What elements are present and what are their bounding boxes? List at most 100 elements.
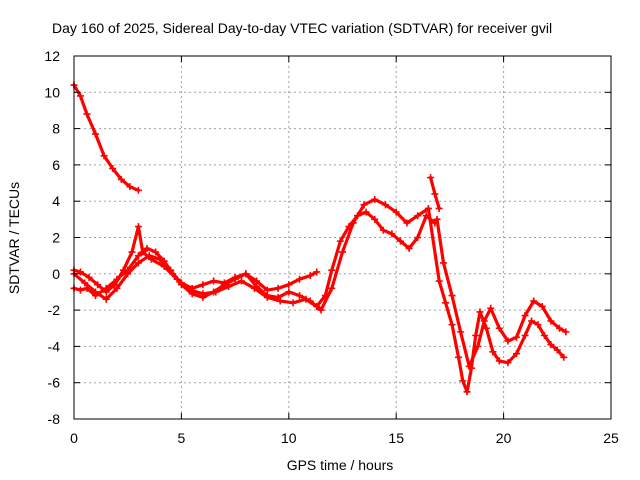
data-point bbox=[371, 195, 379, 203]
data-point bbox=[220, 281, 228, 289]
data-point bbox=[396, 237, 404, 245]
series-track-d bbox=[70, 195, 568, 396]
data-point bbox=[274, 293, 282, 301]
data-point bbox=[238, 277, 246, 285]
data-point bbox=[76, 92, 84, 100]
data-point bbox=[553, 346, 561, 354]
data-point bbox=[231, 275, 239, 283]
data-point bbox=[210, 288, 218, 296]
data-point bbox=[439, 259, 447, 267]
data-point bbox=[139, 248, 147, 256]
data-point bbox=[91, 130, 99, 138]
x-tick-label: 15 bbox=[388, 430, 404, 446]
y-tick-label: -6 bbox=[48, 375, 61, 391]
y-axis-label: SDTVAR / TECUs bbox=[6, 182, 22, 294]
data-point bbox=[199, 281, 207, 289]
data-point bbox=[457, 328, 465, 336]
chart-title: Day 160 of 2025, Sidereal Day-to-day VTE… bbox=[52, 20, 552, 36]
data-point bbox=[495, 357, 503, 365]
data-point bbox=[339, 248, 346, 256]
data-point bbox=[276, 297, 284, 305]
data-point bbox=[124, 270, 132, 278]
data-point bbox=[134, 186, 142, 194]
data-point bbox=[512, 333, 520, 341]
series-line bbox=[72, 83, 140, 192]
data-point bbox=[435, 277, 443, 285]
y-tick-label: 10 bbox=[44, 84, 60, 100]
data-point bbox=[562, 328, 570, 336]
data-point bbox=[289, 299, 297, 307]
data-point bbox=[167, 266, 175, 274]
x-tick-label: 10 bbox=[281, 430, 297, 446]
data-point bbox=[463, 388, 471, 396]
data-point bbox=[81, 279, 89, 287]
y-tick-label: 8 bbox=[52, 121, 60, 137]
x-axis-label: GPS time / hours bbox=[287, 457, 394, 473]
x-tick-label: 5 bbox=[178, 430, 186, 446]
series-line bbox=[72, 210, 437, 309]
data-point bbox=[296, 275, 304, 283]
data-point bbox=[306, 272, 314, 280]
y-tick-label: 12 bbox=[44, 48, 60, 64]
data-point bbox=[328, 284, 336, 292]
data-point bbox=[431, 190, 439, 198]
series-track-e bbox=[433, 215, 570, 370]
data-point bbox=[210, 277, 218, 285]
data-point bbox=[263, 292, 271, 300]
data-point bbox=[521, 332, 529, 340]
data-point bbox=[547, 317, 555, 325]
data-point bbox=[414, 234, 422, 241]
data-point bbox=[476, 308, 484, 316]
data-point bbox=[152, 248, 160, 256]
data-point bbox=[76, 286, 84, 294]
data-point bbox=[403, 219, 411, 227]
data-point bbox=[134, 259, 142, 267]
data-point bbox=[448, 292, 456, 300]
series-track-f bbox=[427, 174, 443, 212]
data-point bbox=[119, 266, 127, 274]
y-tick-label: -4 bbox=[48, 338, 61, 354]
data-point bbox=[454, 353, 462, 361]
data-point bbox=[521, 312, 529, 320]
data-point bbox=[371, 215, 379, 223]
data-point bbox=[379, 226, 387, 234]
data-point bbox=[435, 204, 443, 212]
data-point bbox=[504, 359, 512, 367]
data-point bbox=[83, 110, 91, 118]
x-tick-label: 0 bbox=[70, 430, 78, 446]
data-point bbox=[538, 302, 546, 310]
data-point bbox=[424, 204, 432, 212]
axis-ticks bbox=[73, 55, 612, 420]
data-point bbox=[547, 341, 555, 349]
x-tick-label: 25 bbox=[603, 430, 619, 446]
data-point bbox=[100, 152, 108, 160]
data-point bbox=[534, 321, 542, 329]
tick-labels: 0 5 10 15 20 25 -8 -6 -4 -2 0 2 4 6 8 10 12 bbox=[44, 48, 619, 446]
data-point bbox=[489, 348, 497, 356]
data-point bbox=[427, 174, 435, 182]
data-point bbox=[85, 273, 93, 281]
data-point bbox=[102, 288, 110, 296]
series-line bbox=[72, 197, 566, 394]
data-point bbox=[285, 281, 293, 289]
y-tick-label: -8 bbox=[48, 411, 61, 427]
data-point bbox=[253, 283, 261, 291]
data-point bbox=[134, 252, 142, 260]
data-point bbox=[336, 237, 344, 245]
data-point bbox=[480, 317, 488, 325]
data-point bbox=[465, 362, 473, 370]
data-point bbox=[199, 293, 207, 301]
data-point bbox=[94, 281, 102, 289]
data-point bbox=[134, 223, 142, 231]
data-point bbox=[317, 306, 325, 314]
y-tick-label: 6 bbox=[52, 157, 60, 173]
data-point bbox=[512, 350, 520, 358]
data-point bbox=[296, 292, 304, 300]
data-point bbox=[328, 266, 336, 274]
data-point bbox=[76, 268, 84, 276]
series-track-c bbox=[70, 208, 439, 310]
data-point bbox=[448, 321, 456, 329]
y-tick-label: 4 bbox=[52, 193, 60, 209]
data-point bbox=[459, 377, 467, 385]
